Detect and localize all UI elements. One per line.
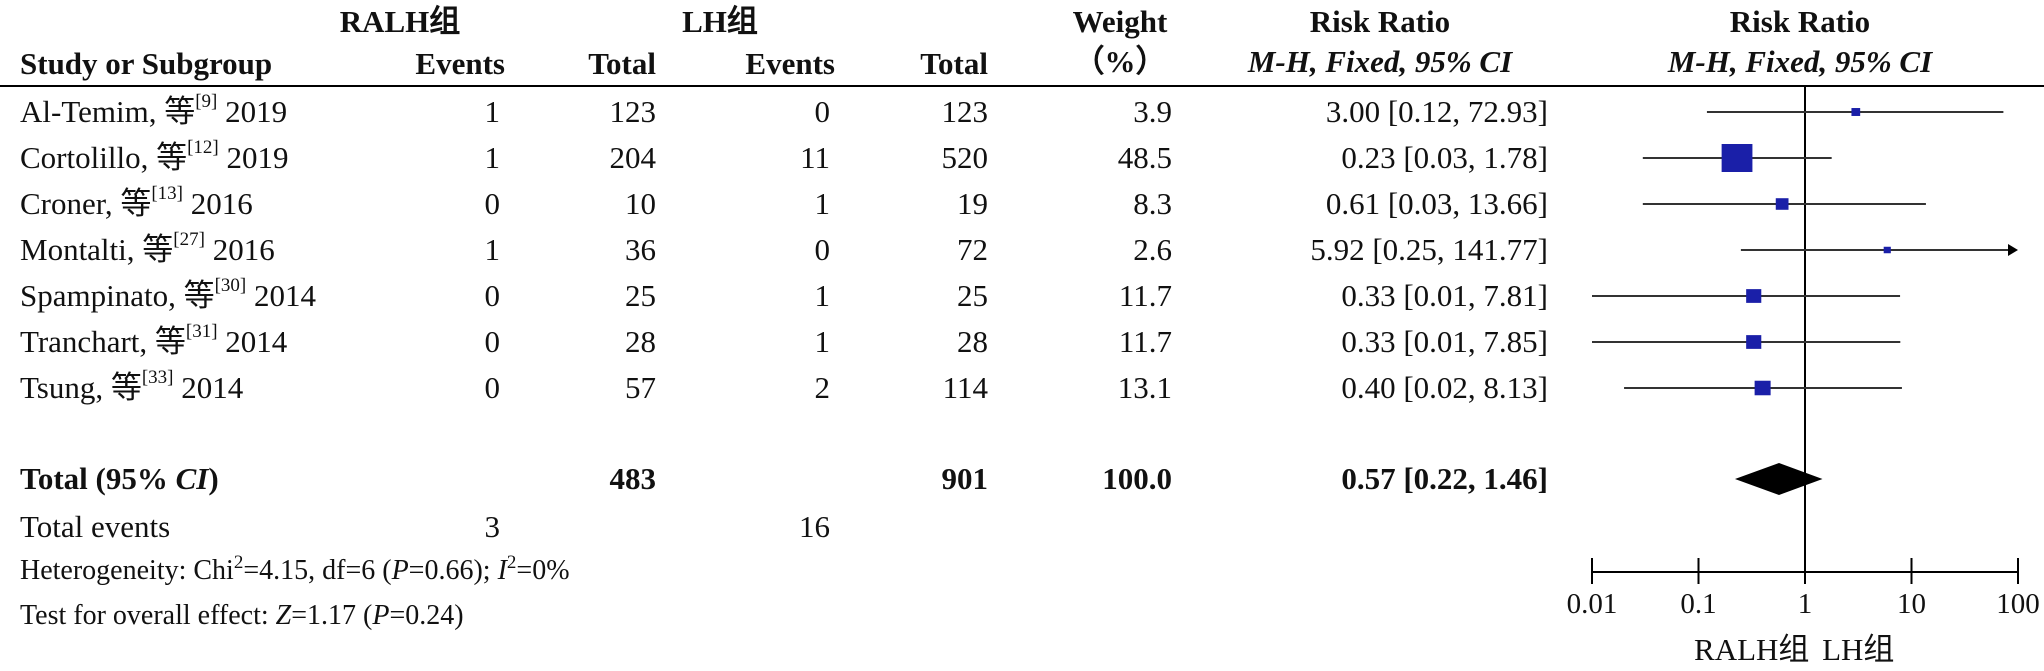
total-rr: 0.57 [0.22, 1.46] (1341, 461, 1548, 496)
study-name: Tsung, 等[33] 2014 (20, 367, 244, 405)
study-total1: 28 (625, 324, 656, 359)
effect-marker (1746, 289, 1762, 303)
study-name: Al-Temim, 等[9] 2019 (20, 91, 288, 129)
total-events-e1: 3 (484, 509, 501, 544)
study-events2: 1 (814, 186, 831, 221)
plot-title: Risk Ratio (1729, 4, 1871, 39)
effect-marker (1746, 335, 1762, 349)
overall-effect-text: Test for overall effect: Z=1.17 (P=0.24) (20, 600, 464, 631)
effect-marker (1721, 144, 1753, 172)
x-tick-label: 0.01 (1566, 588, 1618, 620)
col-total1: Total (588, 46, 656, 81)
study-total2: 72 (957, 232, 988, 267)
study-weight: 11.7 (1118, 278, 1172, 313)
total-diamond (1734, 463, 1823, 495)
study-rr: 0.61 [0.03, 13.66] (1325, 186, 1548, 221)
x-tick-label: 0.1 (1680, 588, 1717, 620)
study-events1: 1 (484, 94, 501, 129)
group2-header: LH组 (682, 4, 758, 39)
study-name: Montalti, 等[27] 2016 (20, 229, 275, 267)
study-total2: 19 (957, 186, 988, 221)
x-tick-label: 100 (1996, 588, 2040, 620)
study-name: Croner, 等[13] 2016 (20, 183, 253, 221)
study-events2: 2 (814, 370, 831, 405)
study-events2: 1 (814, 278, 831, 313)
effect-marker (1851, 108, 1861, 116)
col-events1: Events (415, 46, 505, 81)
study-total1: 123 (609, 94, 657, 129)
col-events2: Events (745, 46, 835, 81)
heterogeneity-text: Heterogeneity: Chi2=4.15, df=6 (P=0.66);… (20, 552, 570, 586)
study-total1: 204 (609, 140, 657, 175)
study-name: Tranchart, 等[31] 2014 (20, 321, 288, 359)
study-weight: 11.7 (1118, 324, 1172, 359)
study-weight: 8.3 (1133, 186, 1172, 221)
study-total2: 114 (942, 370, 988, 405)
favours-right-label: LH组 (1822, 632, 1895, 667)
rr-method: M-H, Fixed, 95% CI (1247, 44, 1513, 79)
study-rr: 0.23 [0.03, 1.78] (1341, 140, 1548, 175)
study-weight: 3.9 (1133, 94, 1172, 129)
x-tick-label: 10 (1897, 588, 1926, 620)
rr-title: Risk Ratio (1309, 4, 1451, 39)
study-rr: 0.33 [0.01, 7.81] (1341, 278, 1548, 313)
study-rr: 0.33 [0.01, 7.85] (1341, 324, 1548, 359)
study-events1: 0 (484, 278, 501, 313)
study-events1: 0 (484, 324, 501, 359)
study-total2: 520 (941, 140, 989, 175)
study-rr: 3.00 [0.12, 72.93] (1325, 94, 1548, 129)
study-total2: 28 (957, 324, 988, 359)
study-events2: 0 (814, 94, 831, 129)
weight-header: Weight (1072, 4, 1168, 39)
study-total1: 25 (625, 278, 656, 313)
group1-header: RALH组 (339, 4, 461, 39)
study-name: Spampinato, 等[30] 2014 (20, 275, 317, 313)
study-total1: 36 (625, 232, 656, 267)
col-study: Study or Subgroup (20, 46, 273, 81)
study-rr: 0.40 [0.02, 8.13] (1341, 370, 1548, 405)
col-total2: Total (920, 46, 988, 81)
study-total1: 10 (625, 186, 656, 221)
study-events1: 0 (484, 370, 501, 405)
plot-method: M-H, Fixed, 95% CI (1667, 44, 1933, 79)
study-total1: 57 (625, 370, 656, 405)
effect-marker (1775, 198, 1789, 210)
study-events2: 1 (814, 324, 831, 359)
ci-arrow (2008, 244, 2018, 256)
effect-marker (1883, 246, 1891, 254)
study-events1: 0 (484, 186, 501, 221)
x-tick-label: 1 (1797, 588, 1813, 620)
study-weight: 48.5 (1117, 140, 1172, 175)
total-events-e2: 16 (799, 509, 830, 544)
study-total2: 123 (941, 94, 989, 129)
study-events1: 1 (484, 140, 501, 175)
study-events2: 0 (814, 232, 831, 267)
total-weight: 100.0 (1102, 461, 1172, 496)
weight-unit-header: （%） (1073, 44, 1167, 79)
study-rr: 5.92 [0.25, 141.77] (1310, 232, 1548, 267)
study-weight: 2.6 (1133, 232, 1172, 267)
total-label: Total (95% CI) (20, 461, 219, 496)
effect-marker (1754, 380, 1771, 396)
study-name: Cortolillo, 等[12] 2019 (20, 137, 289, 175)
total-events-label: Total events (20, 509, 171, 544)
study-weight: 13.1 (1117, 370, 1172, 405)
study-events2: 11 (800, 140, 830, 175)
study-total2: 25 (957, 278, 988, 313)
study-events1: 1 (484, 232, 501, 267)
total-t2: 901 (941, 461, 989, 496)
total-t1: 483 (609, 461, 657, 496)
favours-left-label: RALH组 (1694, 632, 1810, 667)
